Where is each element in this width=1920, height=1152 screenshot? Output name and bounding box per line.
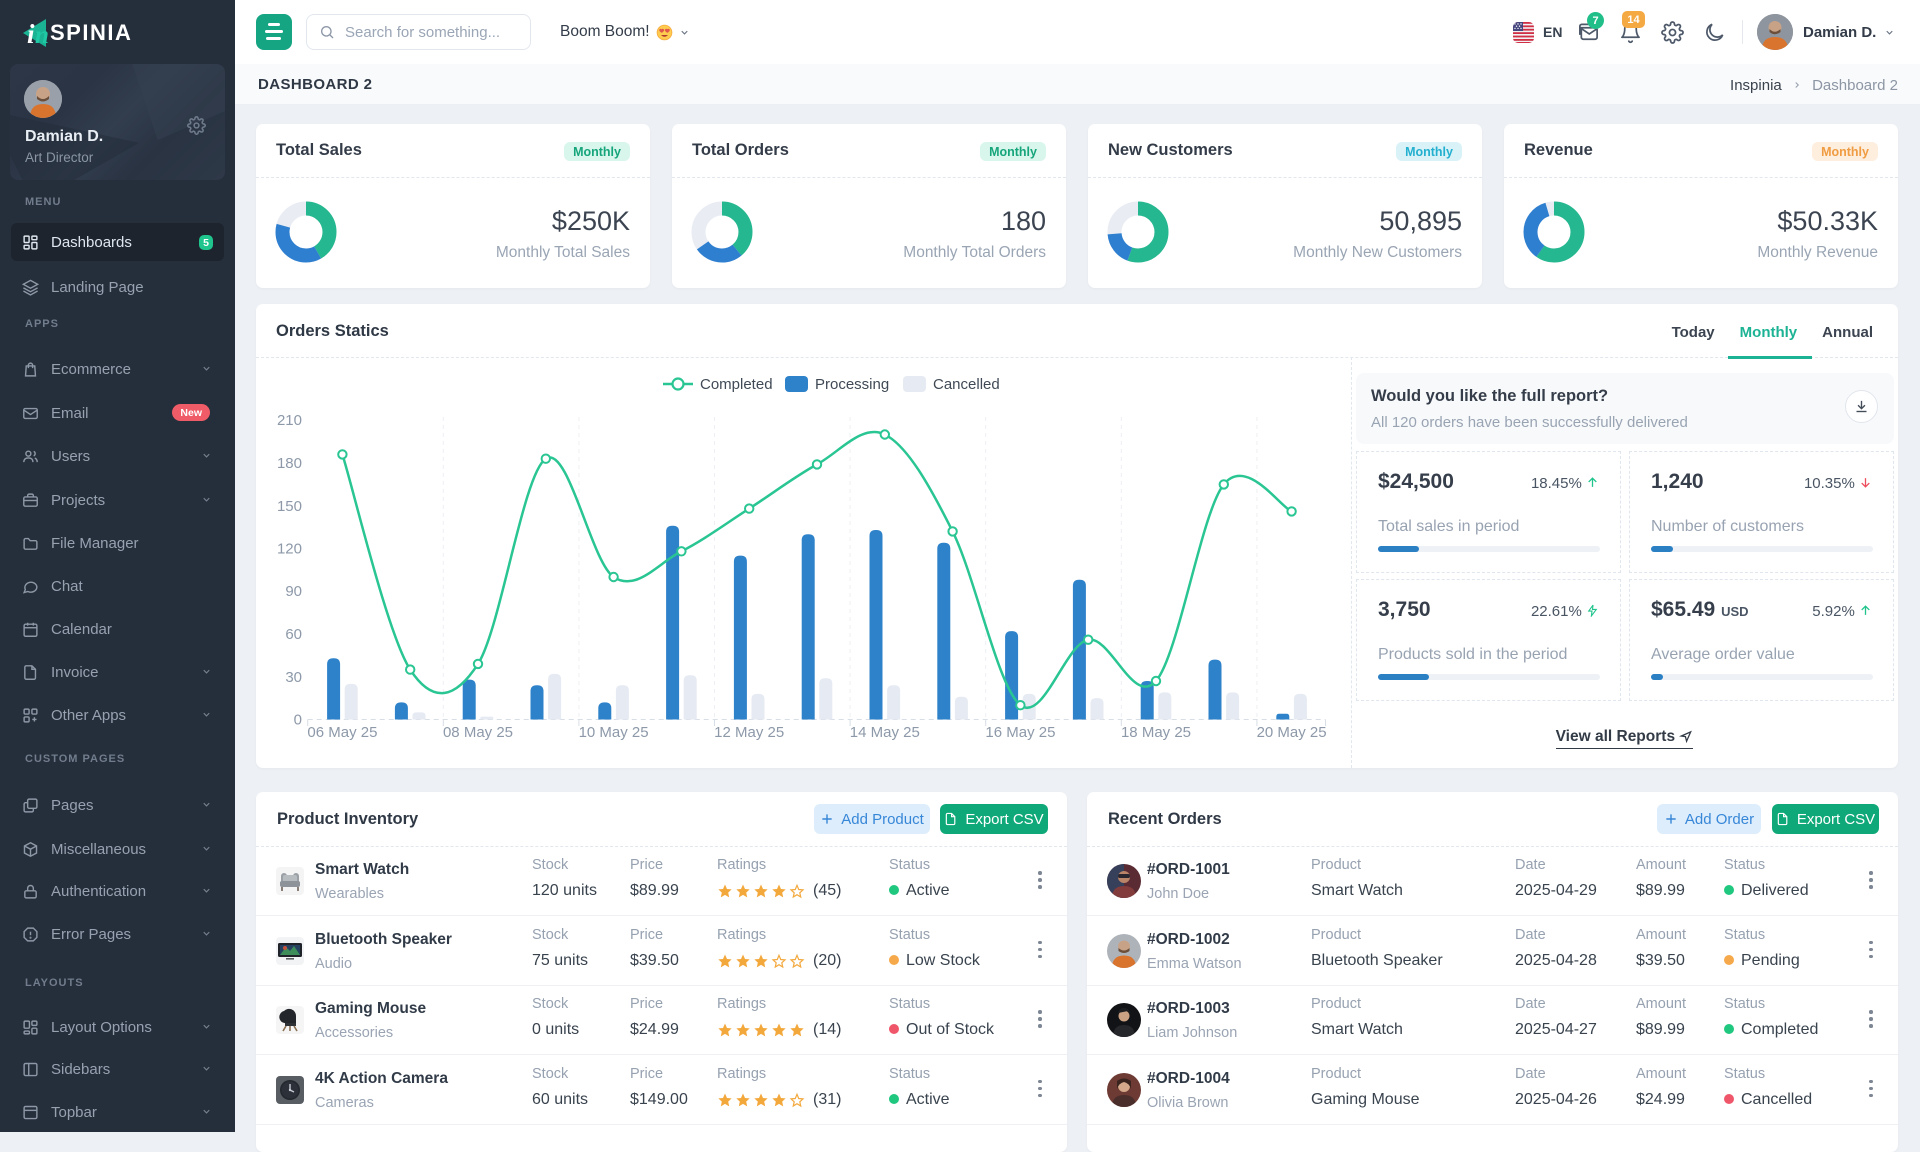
svg-text:120: 120 [277,541,302,558]
svg-text:n: n [35,22,49,49]
svg-text:Completed: Completed [700,376,773,393]
svg-text:12 May 25: 12 May 25 [714,724,784,741]
svg-text:i: i [27,19,35,49]
svg-text:18 May 25: 18 May 25 [1121,724,1191,741]
svg-text:16 May 25: 16 May 25 [985,724,1055,741]
svg-text:14 May 25: 14 May 25 [850,724,920,741]
svg-text:10 May 25: 10 May 25 [579,724,649,741]
svg-text:Processing: Processing [815,376,889,393]
svg-text:Cancelled: Cancelled [933,376,1000,393]
svg-text:180: 180 [277,455,302,472]
svg-text:30: 30 [285,669,302,686]
svg-text:60: 60 [285,626,302,643]
svg-text:20 May 25: 20 May 25 [1257,724,1327,741]
svg-text:08 May 25: 08 May 25 [443,724,513,741]
svg-text:90: 90 [285,583,302,600]
svg-text:150: 150 [277,498,302,515]
svg-text:0: 0 [294,712,302,729]
svg-text:210: 210 [277,412,302,429]
svg-text:06 May 25: 06 May 25 [307,724,377,741]
